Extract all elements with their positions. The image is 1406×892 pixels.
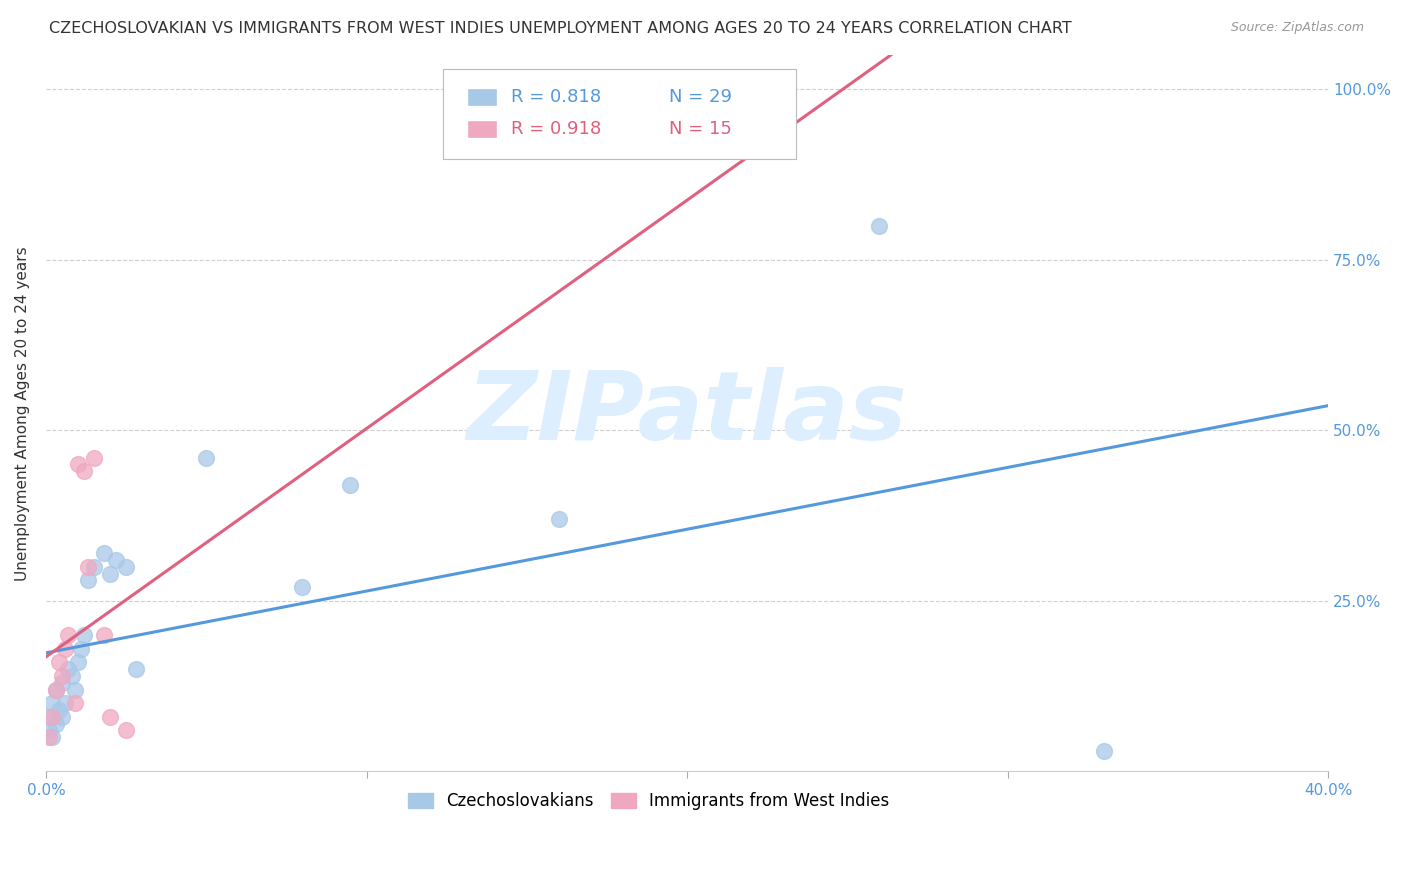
Legend: Czechoslovakians, Immigrants from West Indies: Czechoslovakians, Immigrants from West I…: [401, 786, 896, 817]
Text: R = 0.818: R = 0.818: [512, 87, 602, 105]
Point: [1092, 744, 1115, 758]
Point: [60, 669, 83, 683]
Point: [73, 628, 96, 642]
Point: [105, 553, 128, 567]
Point: [51, 669, 73, 683]
Point: [66, 655, 89, 669]
Point: [868, 219, 890, 233]
Point: [115, 559, 138, 574]
Point: [547, 512, 569, 526]
Point: [45, 682, 67, 697]
Point: [58, 628, 80, 642]
Text: N = 15: N = 15: [669, 120, 733, 138]
Point: [63, 696, 86, 710]
Point: [38, 731, 60, 745]
FancyBboxPatch shape: [468, 121, 496, 136]
Text: N = 29: N = 29: [669, 87, 733, 105]
Point: [53, 696, 76, 710]
Point: [53, 641, 76, 656]
Point: [291, 580, 314, 594]
Point: [66, 458, 89, 472]
Text: ZIPatlas: ZIPatlas: [467, 367, 907, 459]
Point: [195, 450, 218, 465]
Point: [70, 641, 93, 656]
Point: [73, 464, 96, 478]
Point: [339, 478, 361, 492]
FancyBboxPatch shape: [468, 89, 496, 104]
Text: CZECHOSLOVAKIAN VS IMMIGRANTS FROM WEST INDIES UNEMPLOYMENT AMONG AGES 20 TO 24 : CZECHOSLOVAKIAN VS IMMIGRANTS FROM WEST …: [49, 21, 1071, 36]
Point: [48, 703, 70, 717]
Point: [63, 682, 86, 697]
Text: Source: ZipAtlas.com: Source: ZipAtlas.com: [1230, 21, 1364, 34]
Point: [48, 655, 70, 669]
Point: [83, 450, 105, 465]
Point: [45, 682, 67, 697]
Point: [98, 566, 121, 581]
Point: [45, 716, 67, 731]
Point: [125, 662, 148, 676]
Y-axis label: Unemployment Among Ages 20 to 24 years: Unemployment Among Ages 20 to 24 years: [15, 246, 30, 581]
Point: [93, 628, 115, 642]
Point: [98, 710, 121, 724]
Point: [38, 710, 60, 724]
Point: [76, 574, 98, 588]
Point: [41, 696, 63, 710]
Point: [83, 559, 105, 574]
Point: [58, 662, 80, 676]
Point: [41, 710, 63, 724]
Point: [93, 546, 115, 560]
Point: [38, 723, 60, 738]
FancyBboxPatch shape: [443, 70, 796, 159]
Point: [76, 559, 98, 574]
Text: R = 0.918: R = 0.918: [512, 120, 602, 138]
Point: [51, 710, 73, 724]
Point: [41, 731, 63, 745]
Point: [51, 675, 73, 690]
Point: [115, 723, 138, 738]
